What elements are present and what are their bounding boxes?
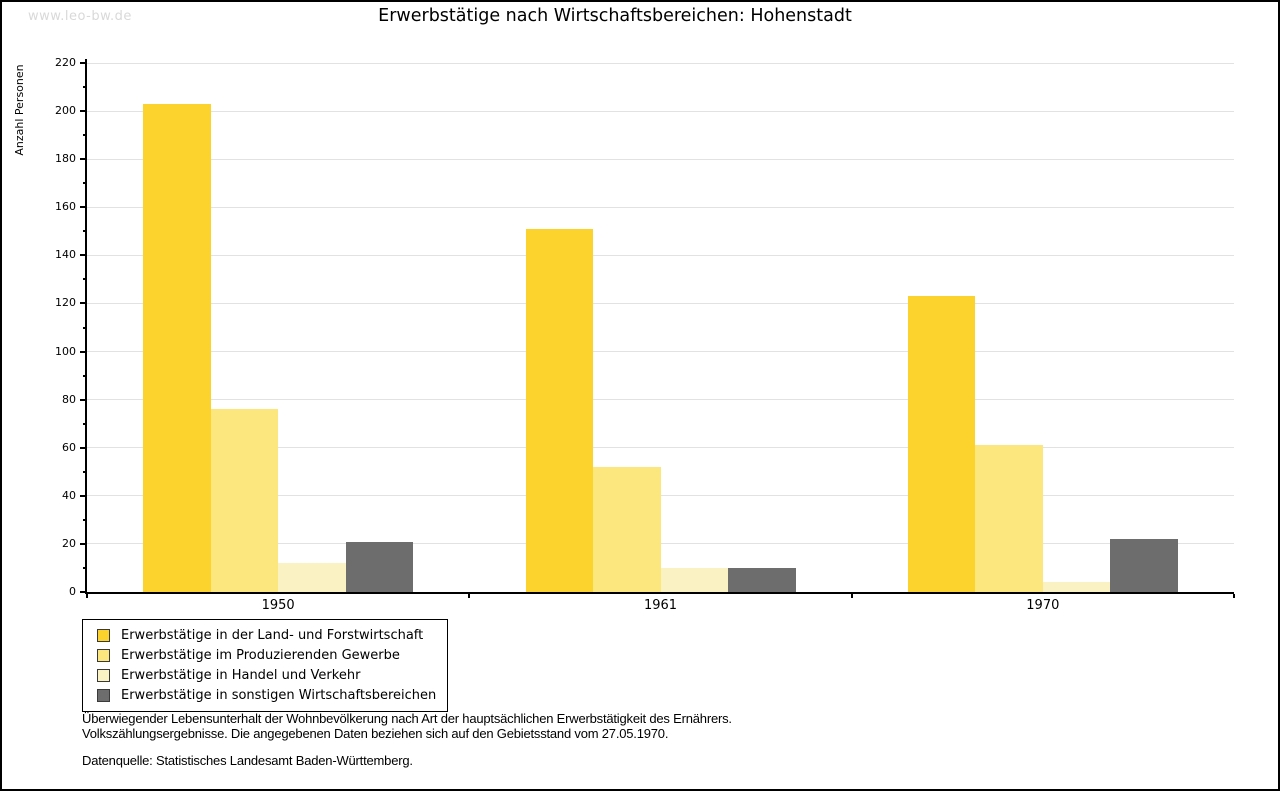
y-tick-label: 0 — [69, 585, 76, 598]
bar-1950-series-3 — [278, 563, 346, 592]
y-tick-label: 180 — [55, 152, 76, 166]
gridline — [87, 399, 1234, 401]
gridline — [87, 302, 1234, 304]
gridline — [87, 495, 1234, 497]
legend-item-label: Erwerbstätige in sonstigen Wirtschaftsbe… — [121, 687, 437, 703]
gridline — [87, 351, 1234, 353]
legend-item-label: Erwerbstätige im Produzierenden Gewerbe — [121, 647, 400, 663]
y-major-tick — [80, 494, 87, 497]
x-tick — [86, 594, 88, 598]
y-major-tick — [80, 542, 87, 545]
y-tick-label: 120 — [55, 296, 76, 310]
bar-1961-series-1 — [525, 228, 593, 592]
x-category-label: 1950 — [261, 598, 295, 613]
y-major-tick — [80, 446, 87, 449]
data-source: Datenquelle: Statistisches Landesamt Bad… — [82, 753, 413, 768]
y-major-tick — [80, 302, 87, 305]
bar-1950-series-1 — [143, 103, 211, 592]
y-tick-label: 200 — [55, 104, 76, 118]
chart-title: Erwerbstätige nach Wirtschaftsbereichen:… — [378, 6, 852, 26]
legend-swatch-icon — [97, 688, 110, 702]
y-major-tick — [80, 591, 87, 593]
gridline — [87, 206, 1234, 208]
bar-1950-series-4 — [345, 541, 414, 592]
legend-swatch-icon — [97, 668, 110, 682]
bar-1961-series-4 — [728, 567, 796, 592]
legend-item-1: Erwerbstätige in der Land- und Forstwirt… — [91, 625, 439, 645]
bar-1970-series-2 — [975, 445, 1043, 592]
gridline — [87, 543, 1234, 545]
y-tick-label: 140 — [55, 248, 76, 262]
y-major-tick — [80, 62, 87, 64]
legend-item-label: Erwerbstätige in der Land- und Forstwirt… — [121, 627, 424, 643]
x-tick — [1233, 594, 1235, 598]
x-category-label: 1970 — [1026, 598, 1060, 613]
footnote-line-1: Überwiegender Lebensunterhalt der Wohnbe… — [82, 711, 732, 726]
footnote: Überwiegender Lebensunterhalt der Wohnbe… — [82, 711, 732, 741]
y-major-tick — [80, 110, 87, 113]
y-tick-label: 40 — [62, 488, 76, 502]
bar-1950-series-2 — [210, 409, 279, 592]
y-tick-label: 160 — [55, 200, 76, 214]
legend-item-4: Erwerbstätige in sonstigen Wirtschaftsbe… — [91, 685, 439, 705]
legend-swatch-icon — [97, 628, 110, 642]
y-tick-label: 100 — [55, 344, 76, 358]
bar-1970-series-3 — [1042, 582, 1111, 592]
y-tick-label: 20 — [62, 536, 76, 550]
legend-swatch-icon — [97, 648, 110, 662]
x-axis-line — [85, 592, 1234, 594]
bar-1961-series-2 — [593, 466, 661, 592]
y-major-tick — [80, 206, 87, 209]
y-tick-label: 80 — [62, 392, 76, 406]
y-tick-label: 60 — [62, 440, 76, 454]
legend: Erwerbstätige in der Land- und Forstwirt… — [82, 619, 448, 712]
legend-item-3: Erwerbstätige in Handel und Verkehr — [91, 665, 439, 685]
x-tick — [468, 594, 471, 598]
footnote-line-2: Volkszählungsergebnisse. Die angegebenen… — [82, 726, 669, 741]
gridline — [87, 110, 1234, 112]
y-major-tick — [80, 398, 87, 401]
watermark: www.leo-bw.de — [28, 9, 132, 24]
gridline — [87, 447, 1234, 449]
bar-1961-series-3 — [660, 567, 728, 592]
y-tick-label: 220 — [55, 56, 76, 69]
legend-item-label: Erwerbstätige in Handel und Verkehr — [121, 667, 361, 683]
x-tick — [850, 594, 853, 598]
y-major-tick — [80, 158, 87, 161]
x-category-label: 1961 — [643, 598, 678, 613]
y-axis-line — [85, 59, 87, 594]
gridline — [87, 62, 1234, 64]
y-major-tick — [80, 254, 87, 257]
legend-item-2: Erwerbstätige im Produzierenden Gewerbe — [91, 645, 439, 665]
bar-1970-series-4 — [1110, 539, 1178, 592]
y-major-tick — [80, 350, 87, 353]
gridline — [87, 254, 1234, 256]
bar-1970-series-1 — [907, 296, 976, 592]
gridline — [87, 158, 1234, 160]
